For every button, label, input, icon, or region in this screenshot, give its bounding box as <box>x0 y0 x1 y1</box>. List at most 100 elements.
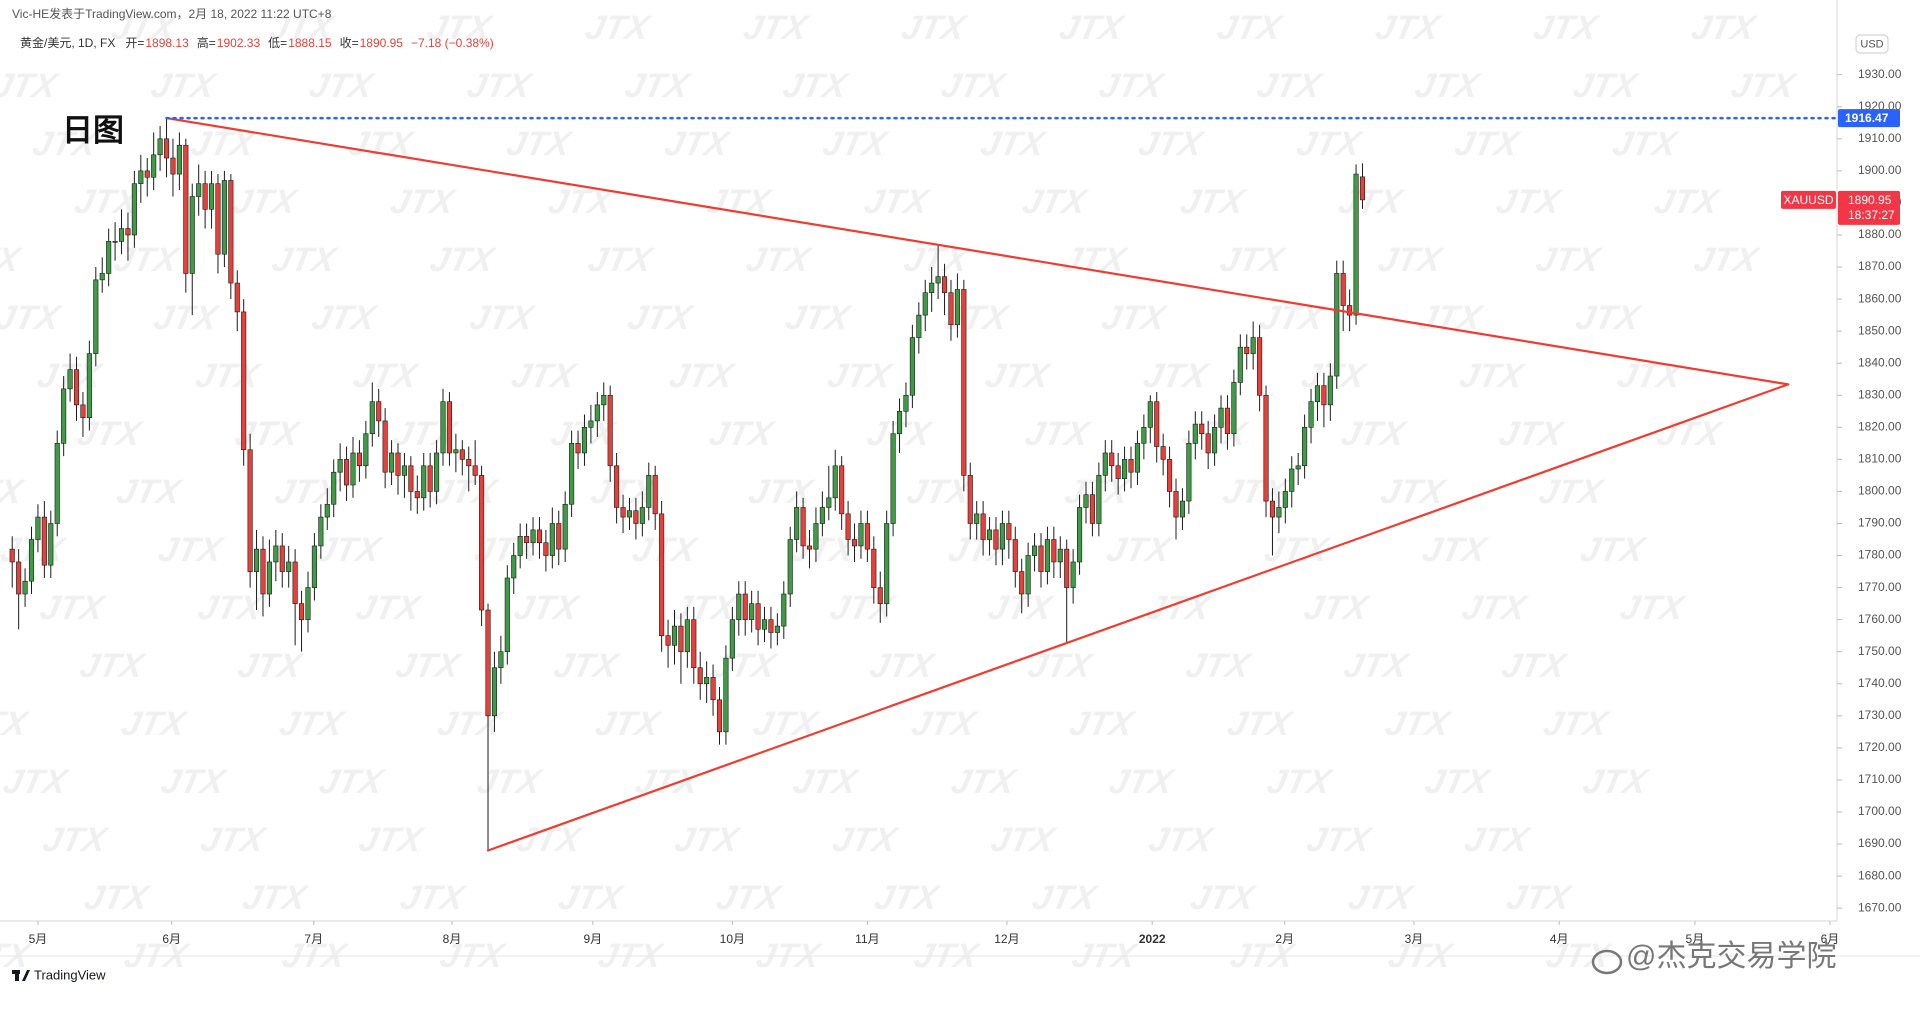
candle-body <box>93 279 99 354</box>
legend: 黄金/美元, 1D, FX 开= 1898.13 高= 1902.33 低= 1888.15… <box>20 35 494 50</box>
candle-body <box>1263 394 1269 502</box>
candle-body <box>1218 407 1224 428</box>
candle-body <box>369 401 375 435</box>
watermark: JTX <box>1145 821 1217 859</box>
candle-body <box>742 593 748 620</box>
candle-body <box>543 542 549 556</box>
candle-body <box>1282 491 1288 508</box>
last-price-label: 1890.95 <box>1848 193 1892 207</box>
price-tag <box>1838 109 1900 128</box>
watermark: JTX <box>1059 241 1131 279</box>
watermark: JTX <box>790 763 862 801</box>
watermark: JTX <box>661 125 733 163</box>
watermark: JTX <box>908 705 980 743</box>
candle-body <box>311 545 317 588</box>
y-tick-label: 1760.00 <box>1858 612 1902 626</box>
y-tick-label: 1710.00 <box>1858 772 1902 786</box>
watermark: JTX <box>1022 415 1094 453</box>
candle-body <box>691 619 697 669</box>
y-tick-label: 1910.00 <box>1858 131 1902 145</box>
candle-body <box>356 452 362 467</box>
candle-body <box>839 465 845 515</box>
candle-body <box>99 273 105 281</box>
candle-body <box>1025 555 1031 595</box>
candle-body <box>614 465 620 508</box>
footer-logo: TradingView <box>34 967 106 982</box>
watermark: JTX <box>622 67 694 105</box>
candle-body <box>729 619 735 659</box>
candle-body <box>138 170 144 184</box>
candle-body <box>1089 494 1095 524</box>
x-tick-label: 8月 <box>443 932 462 946</box>
candle-body <box>639 507 645 524</box>
watermark: JTX <box>1493 183 1565 221</box>
candle-body <box>736 593 742 620</box>
watermark: JTX <box>1412 67 1484 105</box>
candle-body <box>710 677 716 701</box>
candle-body <box>292 561 298 604</box>
watermark: JTX <box>192 357 264 395</box>
candle-body <box>1289 468 1295 492</box>
legend-text: 收= <box>340 36 359 50</box>
y-tick-label: 1720.00 <box>1858 740 1902 754</box>
candle-body <box>1314 385 1321 402</box>
publisher: Vic-HE发表于TradingView.com，2月 18, 2022 11:… <box>12 6 332 21</box>
candle-body <box>157 138 163 156</box>
candle-body <box>755 603 761 630</box>
last-price-tag <box>1838 190 1900 225</box>
watermark: JTX <box>387 183 459 221</box>
watermark: JTX <box>1459 589 1531 627</box>
candle-body <box>67 369 73 390</box>
candle-body <box>61 388 67 444</box>
candle-body <box>697 667 703 685</box>
legend-text: 开= <box>125 36 144 50</box>
candle-body <box>440 401 446 454</box>
watermark: JTX <box>1056 9 1128 47</box>
candle-body <box>305 587 311 620</box>
y-tick-label: 1780.00 <box>1858 548 1902 562</box>
watermark: JTX <box>1219 473 1291 511</box>
candle-body <box>466 459 472 467</box>
legend-text: 高= <box>197 35 216 50</box>
candle-body <box>549 523 555 556</box>
candle-body <box>1359 176 1366 201</box>
candle-body <box>125 228 131 236</box>
candle-body <box>935 276 941 284</box>
candle-body <box>337 459 343 473</box>
candle-body <box>620 507 626 518</box>
watermark: JTX <box>392 647 464 685</box>
watermark: JTX <box>555 879 627 917</box>
candle-body <box>659 513 665 636</box>
candle-body <box>536 529 543 544</box>
watermark: JTX <box>1617 589 1689 627</box>
watermark: JTX <box>977 125 1049 163</box>
candle-body <box>1115 465 1121 479</box>
x-tick-label: 6月 <box>162 932 181 946</box>
currency: USD <box>1860 38 1883 50</box>
candle-body <box>1295 465 1301 470</box>
watermark: JTX <box>113 473 185 511</box>
candle-body <box>1269 500 1276 518</box>
candle-body <box>331 471 337 505</box>
countdown-label: 18:37:27 <box>1848 208 1895 222</box>
footer-credit: @杰克交易学院 <box>1626 940 1836 973</box>
watermark: JTX <box>71 183 143 221</box>
watermark: JTX <box>1264 763 1336 801</box>
watermark: JTX <box>1382 705 1454 743</box>
candle-body <box>1096 475 1102 524</box>
candle-body <box>1224 407 1231 435</box>
watermark: JTX <box>81 879 153 917</box>
candle-body <box>434 452 440 492</box>
watermark: JTX <box>397 879 469 917</box>
watermark: JTX <box>464 67 536 105</box>
watermark: JTX <box>1301 589 1373 627</box>
watermark: JTX <box>703 183 775 221</box>
candle-body <box>575 443 581 454</box>
candle-body <box>208 183 215 210</box>
logo-icon <box>22 970 30 981</box>
candle-body <box>813 523 819 550</box>
candle-body <box>22 580 28 595</box>
candle-body <box>517 536 523 556</box>
candle-body <box>530 529 536 544</box>
watermark: JTX <box>1728 67 1800 105</box>
